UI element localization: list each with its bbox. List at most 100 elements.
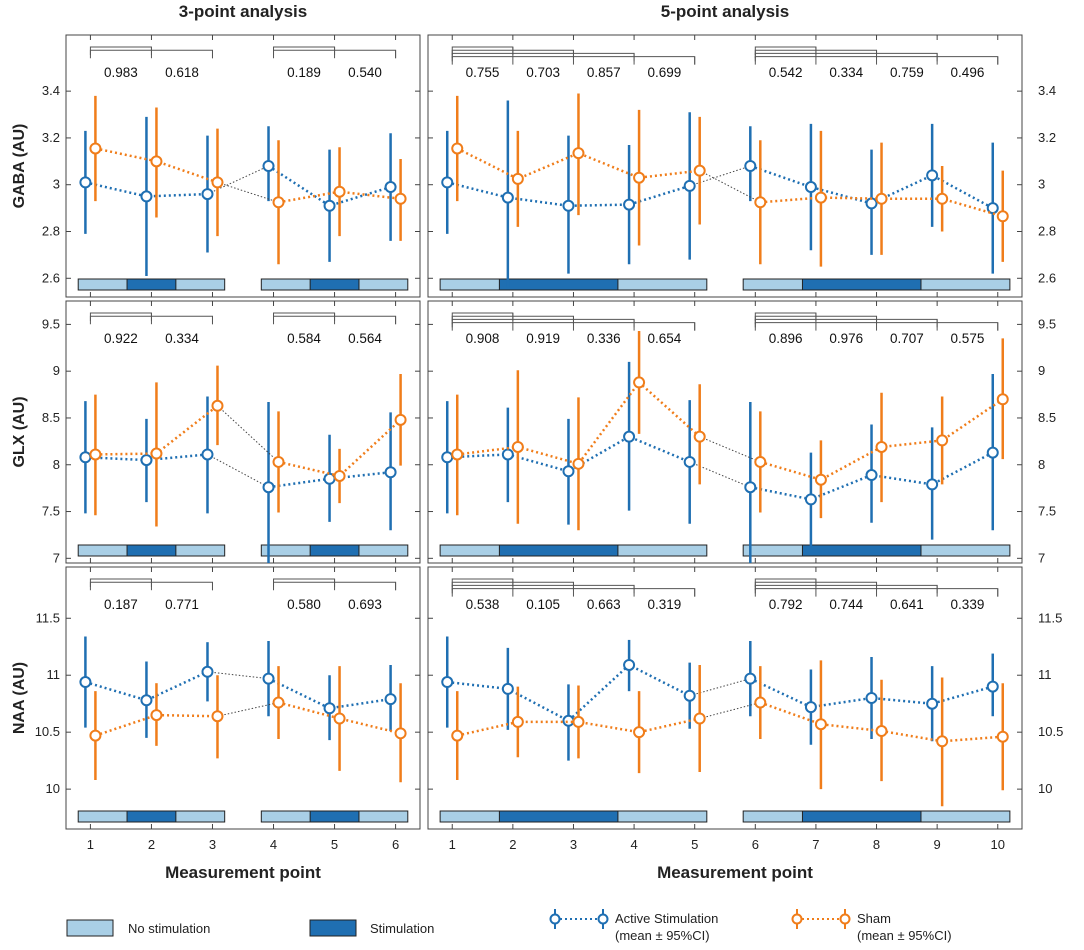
p-value-label-naa-5pt: 0.319 [647, 597, 681, 612]
data-point-active-naa-5pt [501, 682, 514, 695]
y-tick-label-glx-5pt: 9 [1038, 363, 1045, 378]
y-tick-label-gaba-3pt: 3.4 [42, 83, 60, 98]
data-point-active-naa-5pt [441, 676, 454, 689]
p-value-label-gaba-3pt: 0.189 [287, 65, 321, 80]
y-tick-label-naa-5pt: 10.5 [1038, 724, 1063, 739]
y-tick-label-gaba-3pt: 2.6 [42, 270, 60, 285]
data-point-sham-naa-5pt [936, 735, 949, 748]
stimulation-bar-gaba-5pt [801, 278, 922, 291]
data-point-sham-glx-5pt [814, 473, 827, 486]
data-point-sham-gaba-5pt [936, 192, 949, 205]
stimulation-bar-glx-5pt [801, 544, 922, 557]
data-point-active-gaba-5pt [501, 191, 514, 204]
data-point-active-glx-5pt [986, 446, 999, 459]
group-connector-sham-glx-5pt [699, 436, 761, 463]
x-tick-label-naa-5pt: 4 [630, 837, 637, 852]
y-tick-label-gaba-5pt: 2.8 [1038, 224, 1056, 239]
series-line-active-gaba-3pt [267, 164, 391, 208]
p-value-label-gaba-5pt: 0.699 [647, 65, 681, 80]
series-line-active-glx-5pt [750, 451, 994, 501]
legend-sham-label: Sham [857, 911, 891, 926]
stimulation-bar-glx-5pt [498, 544, 619, 557]
data-point-sham-naa-5pt [693, 712, 706, 725]
stimulation-bar-gaba-3pt [126, 278, 177, 291]
data-point-sham-naa-5pt [754, 696, 767, 709]
data-point-sham-glx-5pt [451, 448, 464, 461]
p-value-label-glx-3pt: 0.584 [287, 331, 321, 346]
x-tick-label-naa-5pt: 7 [812, 837, 819, 852]
legend-no-stimulation-label: No stimulation [128, 921, 210, 936]
data-point-active-naa-5pt [986, 680, 999, 693]
p-value-label-glx-3pt: 0.334 [165, 331, 199, 346]
series-line-sham-naa-3pt [95, 713, 218, 737]
data-point-active-gaba-3pt [262, 160, 275, 172]
p-value-label-gaba-3pt: 0.618 [165, 65, 199, 80]
panel-gaba-5pt: 2.6 2.8 3 3.2 3.4 0.755 0.703 0.857 0.699 0.542 0.… [427, 34, 1056, 298]
x-tick-label-naa-5pt: 6 [752, 837, 759, 852]
series-line-active-glx-5pt [447, 435, 691, 473]
legend: No stimulation Stimulation Active Stimul… [66, 909, 952, 943]
data-point-active-gaba-3pt [323, 199, 336, 212]
chart-panels: 2.6 2.8 3 3.2 3.4 GABA (AU) 0.983 0.618 0.189 0.5… [11, 34, 1063, 852]
data-point-active-glx-3pt [201, 448, 214, 461]
data-point-sham-naa-3pt [89, 729, 102, 742]
legend-stimulation-label: Stimulation [370, 921, 434, 936]
data-point-sham-naa-5pt [633, 726, 646, 739]
data-point-active-naa-5pt [804, 701, 817, 714]
data-point-sham-gaba-3pt [211, 176, 224, 189]
p-value-label-glx-5pt: 0.919 [526, 331, 560, 346]
data-point-active-naa-3pt [201, 665, 214, 678]
data-point-active-naa-3pt [140, 694, 153, 707]
data-point-sham-naa-5pt [572, 715, 585, 728]
x-tick-label-naa-5pt: 3 [570, 837, 577, 852]
y-tick-label-naa-5pt: 11 [1038, 667, 1052, 682]
x-tick-label-naa-3pt: 6 [392, 837, 399, 852]
data-point-active-gaba-5pt [683, 179, 696, 192]
x-tick-label-naa-3pt: 2 [148, 837, 155, 852]
p-value-label-glx-5pt: 0.896 [769, 331, 803, 346]
data-point-active-glx-3pt [384, 466, 397, 479]
legend-active-sublabel: (mean ± 95%CI) [615, 928, 710, 943]
data-point-sham-glx-5pt [572, 457, 585, 470]
data-point-sham-gaba-3pt [272, 196, 285, 209]
p-value-label-gaba-5pt: 0.755 [466, 65, 500, 80]
p-value-label-glx-5pt: 0.654 [647, 331, 681, 346]
p-value-label-gaba-5pt: 0.496 [951, 65, 985, 80]
data-point-active-naa-3pt [262, 672, 275, 685]
series-line-sham-gaba-3pt [95, 147, 218, 184]
series-line-active-naa-3pt [85, 670, 209, 702]
data-point-sham-gaba-5pt [451, 142, 464, 155]
data-point-sham-gaba-3pt [394, 192, 407, 205]
data-point-active-naa-3pt [323, 702, 336, 715]
data-point-sham-naa-3pt [394, 727, 407, 740]
legend-active-label: Active Stimulation [615, 911, 718, 926]
p-value-label-naa-5pt: 0.538 [466, 597, 500, 612]
y-tick-label-naa-5pt: 11.5 [1038, 610, 1062, 625]
p-value-label-naa-5pt: 0.339 [951, 597, 985, 612]
data-point-sham-glx-5pt [936, 434, 949, 447]
data-point-active-gaba-3pt [384, 181, 397, 194]
legend-no-stimulation-swatch [66, 919, 114, 937]
data-point-sham-glx-3pt [272, 455, 285, 468]
data-point-active-naa-5pt [623, 658, 636, 671]
y-tick-label-naa-5pt: 10 [1038, 781, 1052, 796]
y-tick-label-glx-3pt: 7.5 [42, 504, 60, 519]
data-point-active-gaba-3pt [79, 176, 92, 189]
data-point-sham-gaba-5pt [511, 172, 524, 185]
p-value-label-naa-5pt: 0.744 [829, 597, 863, 612]
p-value-label-gaba-3pt: 0.540 [348, 65, 382, 80]
y-tick-label-gaba-5pt: 3.4 [1038, 83, 1056, 98]
data-point-active-gaba-5pt [986, 202, 999, 215]
data-point-sham-glx-5pt [875, 440, 888, 453]
data-point-active-glx-5pt [744, 481, 757, 494]
data-point-sham-glx-3pt [333, 469, 346, 482]
data-point-active-gaba-5pt [744, 160, 757, 172]
y-axis-label-glx: GLX (AU) [11, 396, 28, 467]
y-tick-label-glx-3pt: 8.5 [42, 410, 60, 425]
y-tick-label-glx-5pt: 8 [1038, 457, 1045, 472]
stimulation-bar-naa-3pt [309, 810, 360, 823]
p-value-label-glx-5pt: 0.707 [890, 331, 924, 346]
y-tick-label-glx-5pt: 8.5 [1038, 410, 1056, 425]
x-tick-label-naa-5pt: 5 [691, 837, 698, 852]
data-point-sham-naa-3pt [333, 712, 346, 725]
